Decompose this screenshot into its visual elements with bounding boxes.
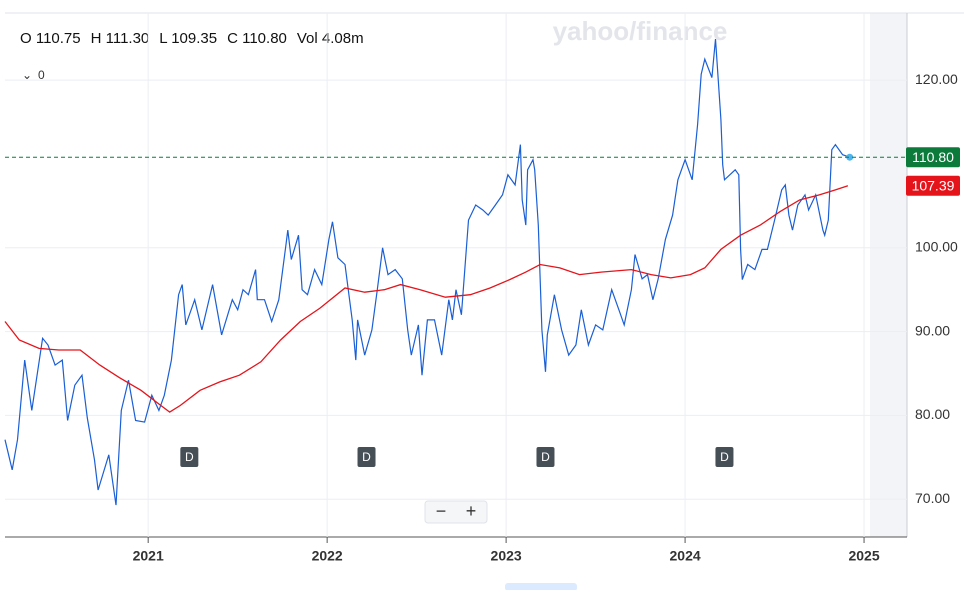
y-tick-label: 120.00 — [915, 71, 958, 87]
last-point — [846, 153, 854, 161]
series-line — [4, 185, 849, 413]
dividend-label: D — [541, 450, 550, 464]
x-tick-label: 2025 — [848, 548, 879, 564]
ohlc-item: H 111.30 — [91, 30, 150, 47]
zoom-controls — [424, 500, 488, 524]
ohlc-header: O 110.75 H 111.30 L 109.35 C 110.80 Vol 4.08… — [20, 30, 364, 47]
dividend-marker — [536, 447, 555, 467]
dividend-marker — [357, 447, 376, 467]
indicator-count: 0 — [38, 68, 45, 82]
future-shade — [870, 13, 907, 537]
y-tick-label: 80.00 — [915, 406, 950, 422]
price-tag — [906, 147, 960, 168]
price-tag — [906, 175, 960, 196]
dividend-marker — [180, 447, 199, 467]
x-tick-label: 2022 — [312, 548, 343, 564]
dividend-label: D — [185, 450, 194, 464]
ohlc-item: L 109.35 — [159, 30, 217, 47]
dividend-label: D — [362, 450, 371, 464]
series-line — [4, 38, 850, 506]
y-tick-label: 70.00 — [915, 490, 950, 506]
x-tick-label: 2024 — [670, 548, 701, 564]
y-tick-label: 90.00 — [915, 322, 950, 338]
dividend-marker — [715, 447, 734, 467]
ohlc-item: C 110.80 — [227, 30, 287, 47]
price-tag-label: 110.80 — [912, 149, 954, 165]
x-tick-label: 2023 — [491, 548, 522, 564]
y-tick-label: 100.00 — [915, 238, 958, 254]
x-tick-label: 2021 — [133, 548, 164, 564]
zoom-out[interactable]: − — [436, 501, 447, 521]
dividend-label: D — [720, 450, 729, 464]
scroll-indicator — [505, 583, 577, 591]
ohlc-item: Vol 4.08m — [297, 30, 364, 47]
indicator-toggle[interactable]: ⌄ — [22, 68, 32, 82]
watermark: yahoo/finance — [553, 16, 728, 46]
ohlc-item: O 110.75 — [20, 30, 81, 47]
zoom-in[interactable]: + — [466, 501, 477, 521]
price-tag-label: 107.39 — [912, 177, 955, 193]
